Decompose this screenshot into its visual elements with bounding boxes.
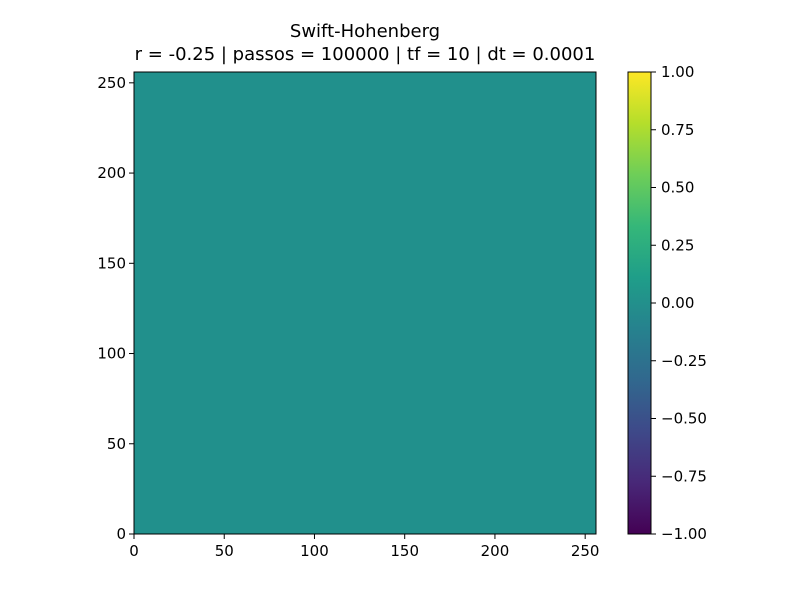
colorbar-tick-label: −0.50 <box>661 410 707 428</box>
y-tick-label: 50 <box>107 435 126 453</box>
y-tick-label: 200 <box>97 164 126 182</box>
x-tick-label: 150 <box>390 542 419 560</box>
heatmap-field <box>134 72 596 534</box>
colorbar-tick-label: 0.50 <box>661 179 694 197</box>
y-tick-label: 0 <box>116 525 126 543</box>
x-tick-label: 200 <box>481 542 510 560</box>
chart-title: Swift-Hohenberg <box>289 21 441 42</box>
colorbar-tick-label: 0.25 <box>661 236 694 254</box>
x-tick-label: 0 <box>129 542 139 560</box>
y-tick-label: 100 <box>97 345 126 363</box>
x-tick-label: 50 <box>215 542 234 560</box>
colorbar-tick-label: −1.00 <box>661 525 707 543</box>
colorbar-tick-label: 1.00 <box>661 63 694 81</box>
plot-frame <box>133 71 597 535</box>
x-tick-label: 100 <box>300 542 329 560</box>
colorbar: 1.00 0.75 0.50 0.25 0.00 −0.25 −0.50 −0.75 −1.00 <box>627 63 707 543</box>
heatmap-plot: 0 50 100 150 200 250 0 50 100 150 200 250 <box>97 71 600 560</box>
y-tick-label: 150 <box>97 254 126 272</box>
colorbar-tick-label: −0.75 <box>661 467 707 485</box>
y-tick-label: 250 <box>97 74 126 92</box>
chart-subtitle: r = -0.25 | passos = 100000 | tf = 10 | … <box>134 44 596 65</box>
colorbar-gradient <box>628 72 651 534</box>
x-tick-label: 250 <box>571 542 600 560</box>
colorbar-tick-label: 0.00 <box>661 294 694 312</box>
colorbar-tick-label: −0.25 <box>661 352 707 370</box>
colorbar-tick-label: 0.75 <box>661 121 694 139</box>
